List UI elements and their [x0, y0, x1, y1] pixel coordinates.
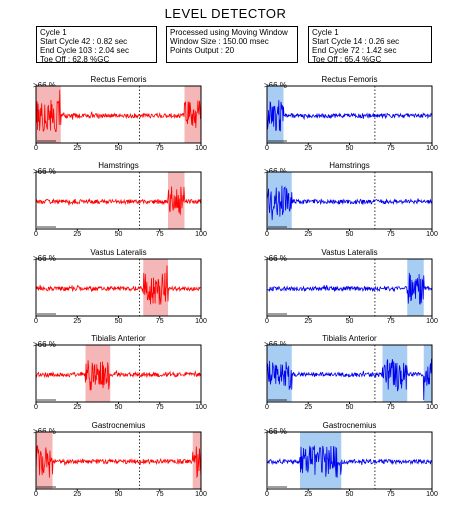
x-tick-label: 50 [114, 231, 123, 238]
x-tick-label: 100 [426, 145, 438, 152]
x-tick-label: 25 [73, 318, 82, 325]
active-range-highlight [36, 432, 53, 489]
x-tick-label: 50 [345, 404, 354, 411]
x-tick-label: 0 [34, 404, 38, 411]
signal-trace [266, 272, 433, 305]
panel-title: Vastus Lateralis [90, 248, 147, 257]
x-tick-label: 100 [195, 145, 207, 152]
signal-trace [266, 445, 433, 478]
x-tick-label: 75 [155, 404, 164, 411]
x-tick-label: 0 [265, 318, 269, 325]
signal-trace [266, 185, 433, 221]
info-line: Toe Off : 62.8 %GC [40, 55, 110, 64]
x-tick-label: 75 [155, 231, 164, 238]
x-tick-label: 0 [34, 491, 38, 498]
signal-trace [266, 100, 433, 132]
x-tick-label: 100 [195, 491, 207, 498]
panel-title: Rectus Femoris [321, 75, 378, 84]
x-tick-label: 75 [386, 491, 395, 498]
x-tick-label: 100 [426, 491, 438, 498]
x-tick-label: 50 [114, 145, 123, 152]
x-tick-label: 50 [345, 491, 354, 498]
info-line: Cycle 1 [40, 28, 67, 37]
panel-title: Tibialis Anterior [322, 334, 377, 343]
info-line: End Cycle 103 : 2.04 sec [40, 46, 129, 55]
x-tick-label: 75 [155, 318, 164, 325]
x-tick-label: 50 [114, 491, 123, 498]
emg-plot [35, 344, 202, 404]
x-tick-label: 75 [155, 491, 164, 498]
panel-title: Hamstrings [98, 161, 139, 170]
signal-trace [35, 265, 202, 305]
x-tick-label: 50 [345, 145, 354, 152]
x-tick-label: 25 [73, 231, 82, 238]
x-tick-label: 0 [265, 491, 269, 498]
x-tick-label: 25 [304, 404, 313, 411]
emg-plot [266, 431, 433, 491]
x-tick-label: 75 [386, 231, 395, 238]
signal-trace [35, 89, 202, 133]
info-line: Points Output : 20 [170, 46, 235, 55]
processing-info-box: Processed using Moving Window Window Siz… [166, 26, 298, 63]
info-line: Processed using Moving Window [170, 28, 288, 37]
panel-title: Vastus Lateralis [321, 248, 378, 257]
x-tick-label: 0 [265, 145, 269, 152]
x-tick-label: 75 [386, 145, 395, 152]
emg-plot [35, 431, 202, 491]
panel-title: Gastrocnemius [322, 421, 377, 430]
signal-trace [35, 360, 202, 391]
x-tick-label: 25 [73, 491, 82, 498]
x-tick-label: 25 [304, 491, 313, 498]
info-line: Start Cycle 14 : 0.26 sec [312, 37, 400, 46]
info-line: Cycle 1 [312, 28, 339, 37]
x-tick-label: 0 [34, 231, 38, 238]
info-line: Toe Off : 65.4 %GC [312, 55, 382, 64]
emg-plot [266, 85, 433, 145]
panel-title: Gastrocnemius [91, 421, 146, 430]
panel-title: Rectus Femoris [90, 75, 147, 84]
x-tick-label: 75 [386, 404, 395, 411]
x-tick-label: 25 [73, 145, 82, 152]
x-tick-label: 100 [195, 231, 207, 238]
x-tick-label: 75 [155, 145, 164, 152]
emg-plot [266, 171, 433, 231]
x-tick-label: 25 [73, 404, 82, 411]
x-tick-label: 50 [114, 318, 123, 325]
x-tick-label: 25 [304, 318, 313, 325]
info-line: Window Size : 150.00 msec [170, 37, 269, 46]
signal-trace [35, 186, 202, 216]
x-tick-label: 100 [426, 318, 438, 325]
emg-plot [266, 344, 433, 404]
info-line: End Cycle 72 : 1.42 sec [312, 46, 397, 55]
emg-plot [35, 171, 202, 231]
x-tick-label: 0 [34, 145, 38, 152]
page-title: LEVEL DETECTOR [164, 6, 287, 21]
x-tick-label: 100 [426, 404, 438, 411]
x-tick-label: 25 [304, 145, 313, 152]
emg-plot [35, 258, 202, 318]
left-cycle-info-box: Cycle 1 Start Cycle 42 : 0.82 sec End Cy… [36, 26, 157, 64]
panel-title: Tibialis Anterior [91, 334, 146, 343]
info-line: Start Cycle 42 : 0.82 sec [40, 37, 128, 46]
panel-title: Hamstrings [329, 161, 370, 170]
right-cycle-info-box: Cycle 1 Start Cycle 14 : 0.26 sec End Cy… [308, 26, 432, 64]
x-tick-label: 0 [34, 318, 38, 325]
x-tick-label: 100 [195, 404, 207, 411]
x-tick-label: 0 [265, 404, 269, 411]
x-tick-label: 100 [195, 318, 207, 325]
x-tick-label: 25 [304, 231, 313, 238]
x-tick-label: 50 [345, 318, 354, 325]
signal-trace [35, 445, 202, 479]
x-tick-label: 50 [345, 231, 354, 238]
signal-trace [266, 358, 433, 401]
x-tick-label: 0 [265, 231, 269, 238]
emg-plot [35, 85, 202, 145]
emg-plot [266, 258, 433, 318]
x-tick-label: 75 [386, 318, 395, 325]
x-tick-label: 100 [426, 231, 438, 238]
x-tick-label: 50 [114, 404, 123, 411]
